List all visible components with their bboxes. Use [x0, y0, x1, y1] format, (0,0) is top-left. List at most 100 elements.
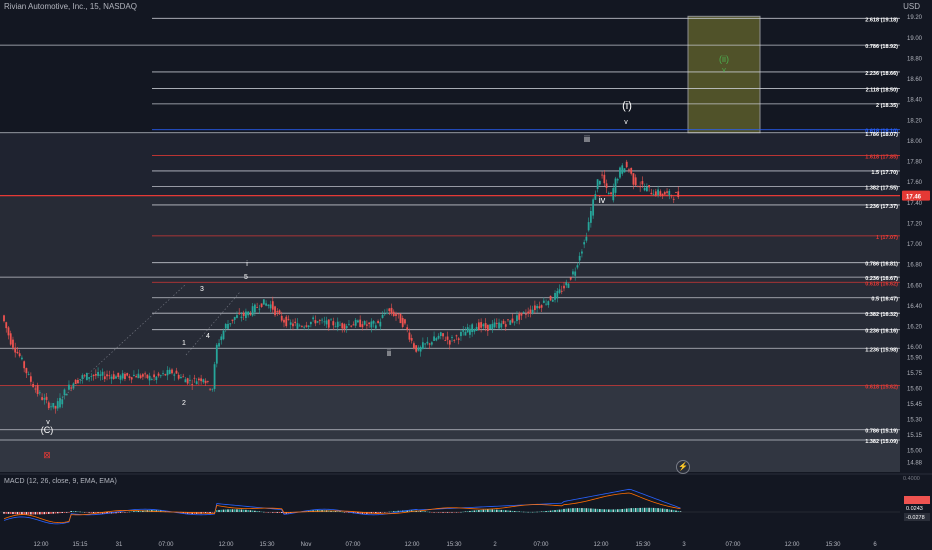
candle-body [469, 328, 471, 335]
candle-body [343, 324, 346, 330]
candle-body [59, 397, 61, 408]
fib-label: 1.618 (17.85) [865, 154, 898, 160]
candle-body [404, 319, 406, 324]
macd-histogram-bar [207, 512, 209, 514]
candle-body [381, 314, 384, 318]
macd-histogram-bar [455, 512, 458, 513]
candle-body [173, 374, 176, 376]
macd-histogram-bar [52, 512, 55, 514]
candle-body [16, 351, 19, 354]
candle-body [77, 379, 79, 384]
candle-body [213, 364, 216, 389]
macd-histogram-bar [473, 510, 476, 512]
candle-body [245, 311, 247, 318]
macd-histogram-bar [381, 512, 384, 513]
macd-histogram-bar [68, 512, 70, 513]
candle-body [256, 307, 259, 309]
wave-label: v [722, 67, 726, 74]
macd-histogram-bar [540, 511, 543, 512]
candle-body [424, 343, 427, 345]
macd-histogram-bar [240, 509, 243, 512]
y-tick-label: 18.80 [907, 56, 923, 62]
candle-body [325, 320, 328, 325]
candle-body [195, 381, 198, 385]
candle-body [448, 340, 451, 345]
candle-body [460, 331, 462, 337]
candle-body [511, 318, 514, 323]
candle-body [81, 375, 84, 379]
macd-histogram-bar [442, 512, 444, 513]
candle-body [502, 320, 505, 324]
candle-body [578, 255, 581, 261]
upper-zone [0, 132, 900, 196]
candle-body [587, 222, 590, 231]
y-tick-label: 16.20 [907, 325, 923, 331]
candle-body [408, 332, 411, 340]
macd-histogram-bar [276, 512, 279, 513]
macd-histogram-bar [345, 512, 348, 513]
fib-label: 0.236 (16.16) [865, 329, 898, 335]
macd-histogram-bar [639, 507, 641, 512]
candle-body [525, 313, 527, 315]
y-tick-label: 15.00 [907, 448, 923, 454]
macd-histogram-bar [72, 511, 75, 512]
fib-label: 2.618 (19.18) [865, 17, 898, 23]
candle-body [451, 337, 453, 338]
x-tick-label: 07:00 [533, 542, 549, 548]
macd-histogram-bar [354, 512, 357, 514]
macd-tag [904, 496, 930, 504]
fib-label: 1.236 (17.37) [865, 204, 898, 210]
chart-title: Rivian Automotive, Inc., 15, NASDAQ [4, 2, 137, 11]
candle-body [175, 370, 178, 374]
macd-histogram-bar [672, 510, 675, 512]
candle-body [106, 374, 108, 377]
candle-body [547, 301, 550, 306]
candle-body [386, 312, 388, 314]
macd-histogram-bar [36, 512, 39, 515]
wave-label: iv [599, 195, 606, 205]
x-tick-label: 15:30 [825, 542, 841, 548]
candle-body [61, 399, 64, 405]
macd-histogram-bar [612, 509, 615, 512]
candle-body [504, 324, 507, 327]
last-price-tag [902, 190, 930, 201]
candle-body [563, 285, 565, 289]
macd-histogram-bar [204, 512, 207, 514]
macd-histogram-bar [50, 512, 52, 514]
macd-histogram-bar [491, 509, 494, 512]
candle-body [672, 198, 675, 200]
macd-histogram-bar [341, 511, 344, 513]
macd-histogram-bar [616, 509, 619, 512]
y-tick-label: 17.60 [907, 180, 923, 186]
macd-histogram-bar [585, 508, 588, 512]
macd-histogram-bar [133, 511, 135, 512]
candle-body [399, 313, 402, 324]
x-tick-label: 07:00 [725, 542, 741, 548]
candle-body [260, 303, 263, 307]
candle-body [115, 376, 117, 379]
lightning-icon[interactable]: ⚡ [676, 460, 690, 474]
candle-body [374, 325, 377, 329]
candle-body [242, 312, 245, 316]
macd-histogram-bar [670, 509, 673, 512]
macd-histogram-bar [272, 512, 274, 513]
candle-body [542, 300, 545, 303]
macd-histogram-bar [375, 512, 377, 514]
candle-body [545, 303, 547, 305]
macd-histogram-bar [184, 512, 187, 514]
candle-body [233, 316, 236, 320]
candle-body [610, 192, 612, 195]
macd-histogram-bar [453, 512, 456, 513]
wave-label: (C) [41, 425, 54, 435]
macd-histogram-bar [117, 512, 120, 514]
candle-body [296, 323, 299, 329]
macd-histogram-bar [7, 512, 10, 514]
candle-body [34, 388, 37, 390]
macd-histogram-bar [471, 510, 473, 512]
candle-body [9, 333, 12, 345]
candle-body [258, 308, 261, 310]
wave-label: 3 [200, 286, 204, 293]
macd-histogram-bar [139, 510, 142, 512]
candle-body [94, 373, 97, 376]
